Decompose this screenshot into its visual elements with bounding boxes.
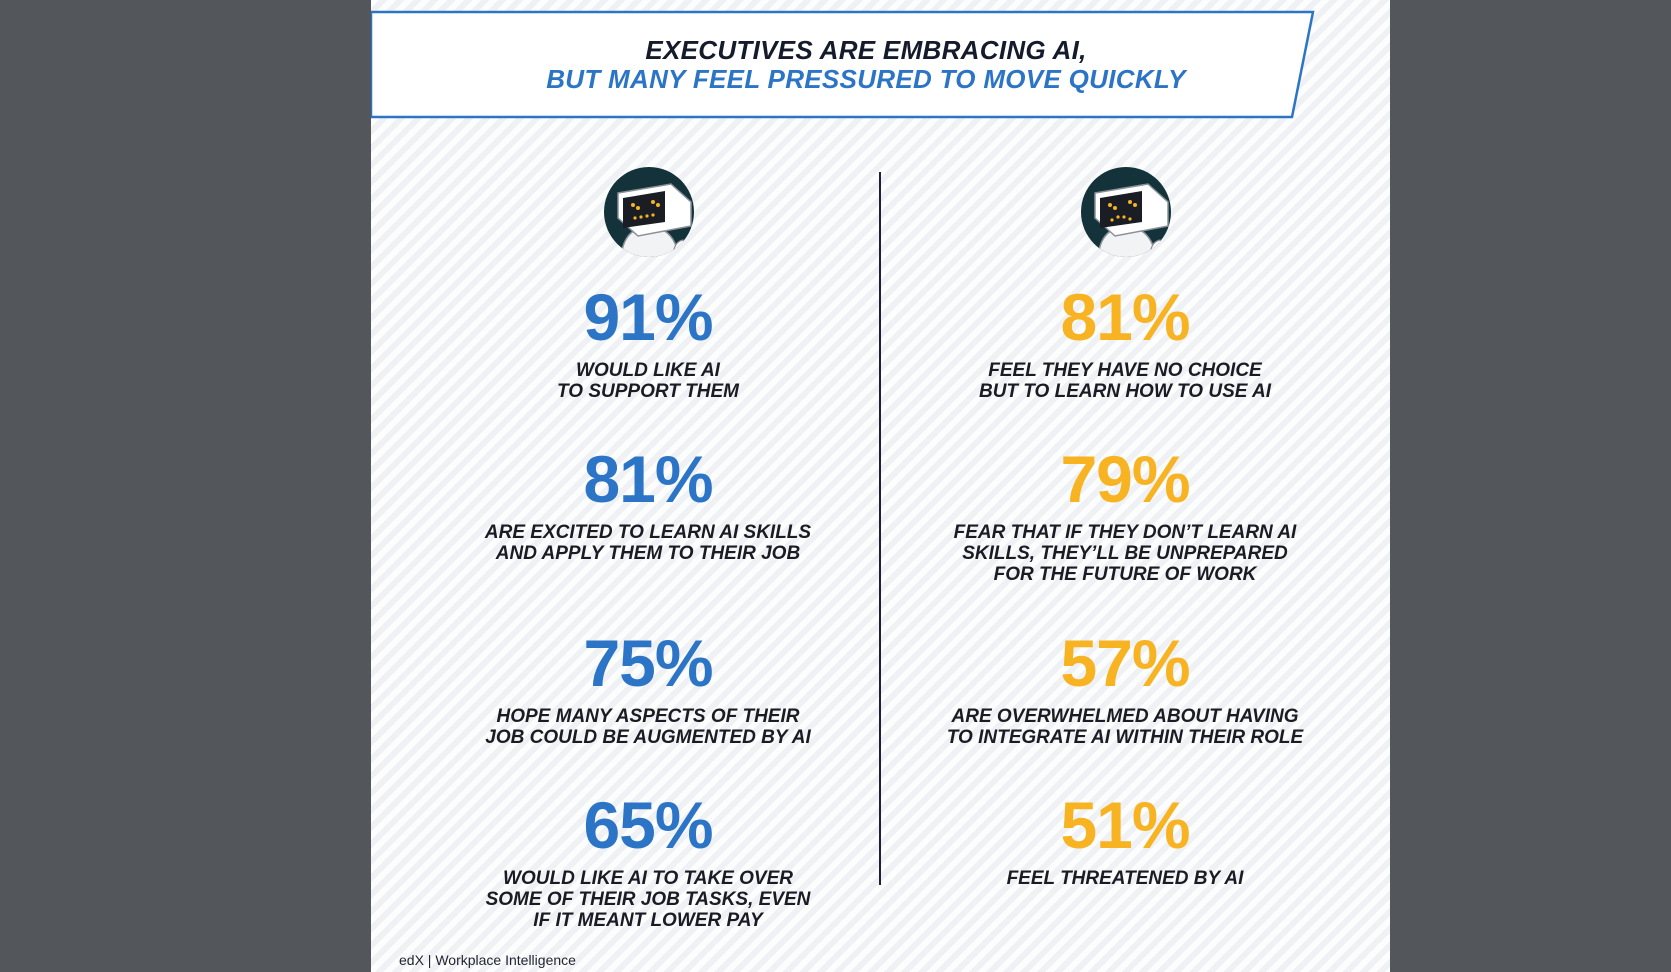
stat-label: WOULD LIKE AI TO TAKE OVER SOME OF THEIR…	[485, 868, 811, 931]
column-divider	[879, 172, 881, 885]
stat-label: ARE OVERWHELMED ABOUT HAVING TO INTEGRAT…	[946, 706, 1304, 748]
robot-icon	[1080, 166, 1172, 258]
footer-credit: edX | Workplace Intelligence	[399, 952, 576, 968]
stat-label: HOPE MANY ASPECTS OF THEIR JOB COULD BE …	[485, 706, 811, 748]
stat-item: 57% ARE OVERWHELMED ABOUT HAVING TO INTE…	[890, 630, 1360, 748]
title-line-2: BUT MANY FEEL PRESSURED TO MOVE QUICKLY	[546, 64, 1186, 94]
stat-item: 81% ARE EXCITED TO LEARN AI SKILLS AND A…	[413, 446, 883, 564]
stat-value: 91%	[583, 280, 713, 354]
stat-label: FEAR THAT IF THEY DON’T LEARN AI SKILLS,…	[953, 522, 1297, 585]
stat-label: WOULD LIKE AI TO SUPPORT THEM	[557, 360, 739, 402]
stat-label: ARE EXCITED TO LEARN AI SKILLS AND APPLY…	[484, 522, 812, 564]
title-banner: EXECUTIVES ARE EMBRACING AI, BUT MANY FE…	[371, 0, 1390, 130]
stat-item: 51% FEEL THREATENED BY AI	[890, 792, 1360, 889]
stat-value: 81%	[583, 442, 713, 516]
title-line-1: EXECUTIVES ARE EMBRACING AI,	[645, 35, 1087, 65]
document-page: EXECUTIVES ARE EMBRACING AI, BUT MANY FE…	[371, 0, 1390, 972]
stat-value: 79%	[1060, 442, 1190, 516]
stat-item: 91% WOULD LIKE AI TO SUPPORT THEM	[413, 284, 883, 402]
stat-value: 81%	[1060, 280, 1190, 354]
robot-icon	[603, 166, 695, 258]
page-title: EXECUTIVES ARE EMBRACING AI, BUT MANY FE…	[371, 36, 1361, 94]
stat-item: 75% HOPE MANY ASPECTS OF THEIR JOB COULD…	[413, 630, 883, 748]
banner-frame	[371, 10, 1315, 119]
stat-value: 51%	[1060, 788, 1190, 862]
stat-value: 57%	[1060, 626, 1190, 700]
stat-item: 79% FEAR THAT IF THEY DON’T LEARN AI SKI…	[890, 446, 1360, 585]
stat-item: 81% FEEL THEY HAVE NO CHOICE BUT TO LEAR…	[890, 284, 1360, 402]
stat-label: FEEL THREATENED BY AI	[1006, 868, 1244, 889]
stat-item: 65% WOULD LIKE AI TO TAKE OVER SOME OF T…	[413, 792, 883, 931]
stat-value: 75%	[583, 626, 713, 700]
stat-value: 65%	[583, 788, 713, 862]
stat-label: FEEL THEY HAVE NO CHOICE BUT TO LEARN HO…	[978, 360, 1272, 402]
